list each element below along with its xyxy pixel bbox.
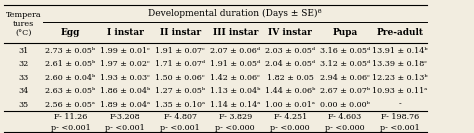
Text: 1.27 ± 0.05ᵇ: 1.27 ± 0.05ᵇ: [155, 87, 205, 95]
Text: p- <0.000: p- <0.000: [325, 124, 365, 132]
Text: 1.93 ± 0.03ᶜ: 1.93 ± 0.03ᶜ: [100, 74, 150, 82]
Text: 2.94 ± 0.06ᶜ: 2.94 ± 0.06ᶜ: [320, 74, 370, 82]
Text: Pre-adult: Pre-adult: [376, 28, 423, 37]
Text: p- <0.001: p- <0.001: [160, 124, 200, 132]
Text: F- 4.807: F- 4.807: [164, 113, 197, 121]
Text: 31: 31: [18, 47, 29, 55]
Text: 1.13 ± 0.04ᵇ: 1.13 ± 0.04ᵇ: [210, 87, 260, 95]
Text: 1.89 ± 0.04ᵃ: 1.89 ± 0.04ᵃ: [100, 101, 150, 109]
Text: F- 11.26: F- 11.26: [54, 113, 87, 121]
Text: 1.35 ± 0.10ᵃ: 1.35 ± 0.10ᵃ: [155, 101, 205, 109]
Text: II instar: II instar: [160, 28, 201, 37]
Text: Tempera
tures
(°C): Tempera tures (°C): [6, 11, 42, 37]
Text: -: -: [399, 101, 401, 109]
Text: F- 4.603: F- 4.603: [328, 113, 362, 121]
Text: 1.82 ± 0.05: 1.82 ± 0.05: [267, 74, 314, 82]
Text: 3.12 ± 0.05ᵈ: 3.12 ± 0.05ᵈ: [320, 60, 370, 68]
Text: p- <0.001: p- <0.001: [51, 124, 90, 132]
Text: 35: 35: [18, 101, 29, 109]
Text: 1.50 ± 0.06ᶜ: 1.50 ± 0.06ᶜ: [155, 74, 205, 82]
Text: 1.71 ± 0.07ᵈ: 1.71 ± 0.07ᵈ: [155, 60, 205, 68]
Text: Developmental duration (Days ± SE)ª: Developmental duration (Days ± SE)ª: [148, 9, 322, 18]
Text: 1.91 ± 0.05ᵈ: 1.91 ± 0.05ᵈ: [210, 60, 260, 68]
Text: 1.00 ± 0.01ᵃ: 1.00 ± 0.01ᵃ: [265, 101, 315, 109]
Text: 32: 32: [18, 60, 29, 68]
Text: F- 3.829: F- 3.829: [219, 113, 252, 121]
Text: 2.61 ± 0.05ᵇ: 2.61 ± 0.05ᵇ: [46, 60, 96, 68]
Text: 2.60 ± 0.04ᵇ: 2.60 ± 0.04ᵇ: [46, 74, 96, 82]
Text: 13.91 ± 0.14ᵇ: 13.91 ± 0.14ᵇ: [372, 47, 428, 55]
Text: 2.63 ± 0.05ᵇ: 2.63 ± 0.05ᵇ: [46, 87, 96, 95]
Text: 2.03 ± 0.05ᵈ: 2.03 ± 0.05ᵈ: [265, 47, 315, 55]
Text: 1.44 ± 0.06ᵇ: 1.44 ± 0.06ᵇ: [265, 87, 315, 95]
Text: Pupa: Pupa: [332, 28, 358, 37]
Text: I instar: I instar: [107, 28, 144, 37]
Text: F-3.208: F-3.208: [110, 113, 141, 121]
Text: 13.39 ± 0.18ᶜ: 13.39 ± 0.18ᶜ: [373, 60, 428, 68]
Text: 3.16 ± 0.05ᵈ: 3.16 ± 0.05ᵈ: [320, 47, 370, 55]
Text: IV instar: IV instar: [268, 28, 312, 37]
Text: 2.67 ± 0.07ᵇ: 2.67 ± 0.07ᵇ: [320, 87, 370, 95]
Text: p- <0.000: p- <0.000: [215, 124, 255, 132]
Text: 1.97 ± 0.02ᶜ: 1.97 ± 0.02ᶜ: [100, 60, 150, 68]
Text: 33: 33: [18, 74, 29, 82]
Text: 1.42 ± 0.06ᶜ: 1.42 ± 0.06ᶜ: [210, 74, 260, 82]
Text: p- <0.000: p- <0.000: [270, 124, 310, 132]
Text: 0.00 ± 0.00ᵇ: 0.00 ± 0.00ᵇ: [320, 101, 370, 109]
Text: 2.73 ± 0.05ᵇ: 2.73 ± 0.05ᵇ: [46, 47, 95, 55]
Text: 2.07 ± 0.06ᵈ: 2.07 ± 0.06ᵈ: [210, 47, 260, 55]
Text: 1.14 ± 0.14ᵃ: 1.14 ± 0.14ᵃ: [210, 101, 260, 109]
Text: p- <0.001: p- <0.001: [106, 124, 145, 132]
Text: 1.86 ± 0.04ᵇ: 1.86 ± 0.04ᵇ: [100, 87, 150, 95]
Text: Egg: Egg: [61, 28, 80, 37]
Text: F- 4.251: F- 4.251: [273, 113, 307, 121]
Text: 12.23 ± 0.13ᵇ: 12.23 ± 0.13ᵇ: [372, 74, 428, 82]
Text: 34: 34: [18, 87, 29, 95]
Text: 1.99 ± 0.01ᶜ: 1.99 ± 0.01ᶜ: [100, 47, 150, 55]
Text: 2.04 ± 0.05ᵈ: 2.04 ± 0.05ᵈ: [265, 60, 315, 68]
Text: 2.56 ± 0.05ᵃ: 2.56 ± 0.05ᵃ: [46, 101, 95, 109]
Text: F- 198.76: F- 198.76: [381, 113, 419, 121]
Text: III instar: III instar: [212, 28, 258, 37]
Text: p- <0.001: p- <0.001: [380, 124, 419, 132]
Text: 1.91 ± 0.07ᶜ: 1.91 ± 0.07ᶜ: [155, 47, 205, 55]
Text: 10.93 ± 0.11ᵃ: 10.93 ± 0.11ᵃ: [372, 87, 428, 95]
